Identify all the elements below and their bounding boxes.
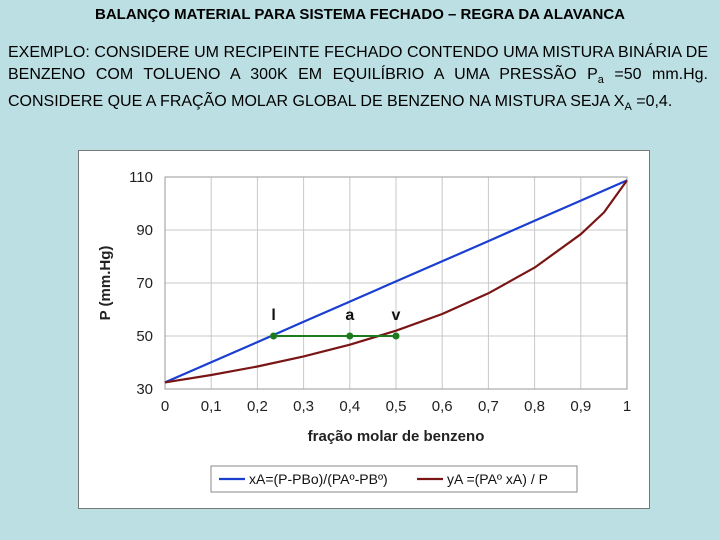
tie-line-label-v: v (392, 307, 401, 324)
tie-line-point-v (392, 332, 400, 340)
fraction-subscript: A (624, 101, 632, 114)
x-tick-label: 1 (623, 398, 631, 415)
y-tick-label: 90 (136, 222, 153, 239)
tie-line-point-a (346, 332, 354, 340)
y-tick-label: 70 (136, 275, 153, 292)
vapor-curve-series (164, 179, 628, 384)
chart-container: 30 50 70 90 110 0 0,1 0,2 0,3 0,4 0,5 0,6 0,7 0,8 0,9 1… (78, 150, 650, 509)
y-axis-label: P (mm.Hg) (97, 246, 114, 321)
tie-line-label-l: l (271, 307, 275, 324)
description-part-3: =0,4. (631, 93, 673, 111)
x-tick-label: 0,4 (339, 398, 360, 415)
legend-label-liquid: xA=(P-PBo)/(PAº-PBº) (249, 471, 388, 487)
x-tick-label: 0,7 (478, 398, 499, 415)
x-tick-label: 0,3 (293, 398, 314, 415)
description-part-1: EXEMPLO: CONSIDERE UM RECIPEINTE FECHADO… (8, 44, 708, 83)
x-axis-label: fração molar de benzeno (308, 428, 485, 445)
phase-diagram-chart: 30 50 70 90 110 0 0,1 0,2 0,3 0,4 0,5 0,6 0,7 0,8 0,9 1… (97, 169, 631, 493)
legend-label-vapor: yA =(PAº xA) / P (447, 471, 548, 487)
x-tick-label: 0,1 (201, 398, 222, 415)
slide-title: BALANÇO MATERIAL PARA SISTEMA FECHADO – … (95, 6, 625, 23)
tie-line-point-l (270, 332, 278, 340)
plot-area (164, 176, 628, 390)
example-description: EXEMPLO: CONSIDERE UM RECIPEINTE FECHADO… (8, 42, 708, 118)
x-tick-label: 0,5 (386, 398, 407, 415)
description-part-2: =50 mm.Hg. CONSIDERE QUE A FRAÇÃO MOLAR … (8, 66, 709, 111)
x-tick-label: 0,9 (570, 398, 591, 415)
y-tick-label: 50 (136, 328, 153, 345)
y-tick-label: 110 (129, 169, 153, 186)
tie-line-label-a: a (345, 307, 354, 324)
x-tick-label: 0,6 (432, 398, 453, 415)
y-tick-label: 30 (136, 381, 153, 398)
liquid-line-series (164, 179, 628, 384)
pressure-subscript: a (597, 74, 604, 87)
x-tick-label: 0 (161, 398, 169, 415)
x-tick-label: 0,8 (524, 398, 545, 415)
x-tick-label: 0,2 (247, 398, 268, 415)
legend-box (210, 465, 578, 493)
